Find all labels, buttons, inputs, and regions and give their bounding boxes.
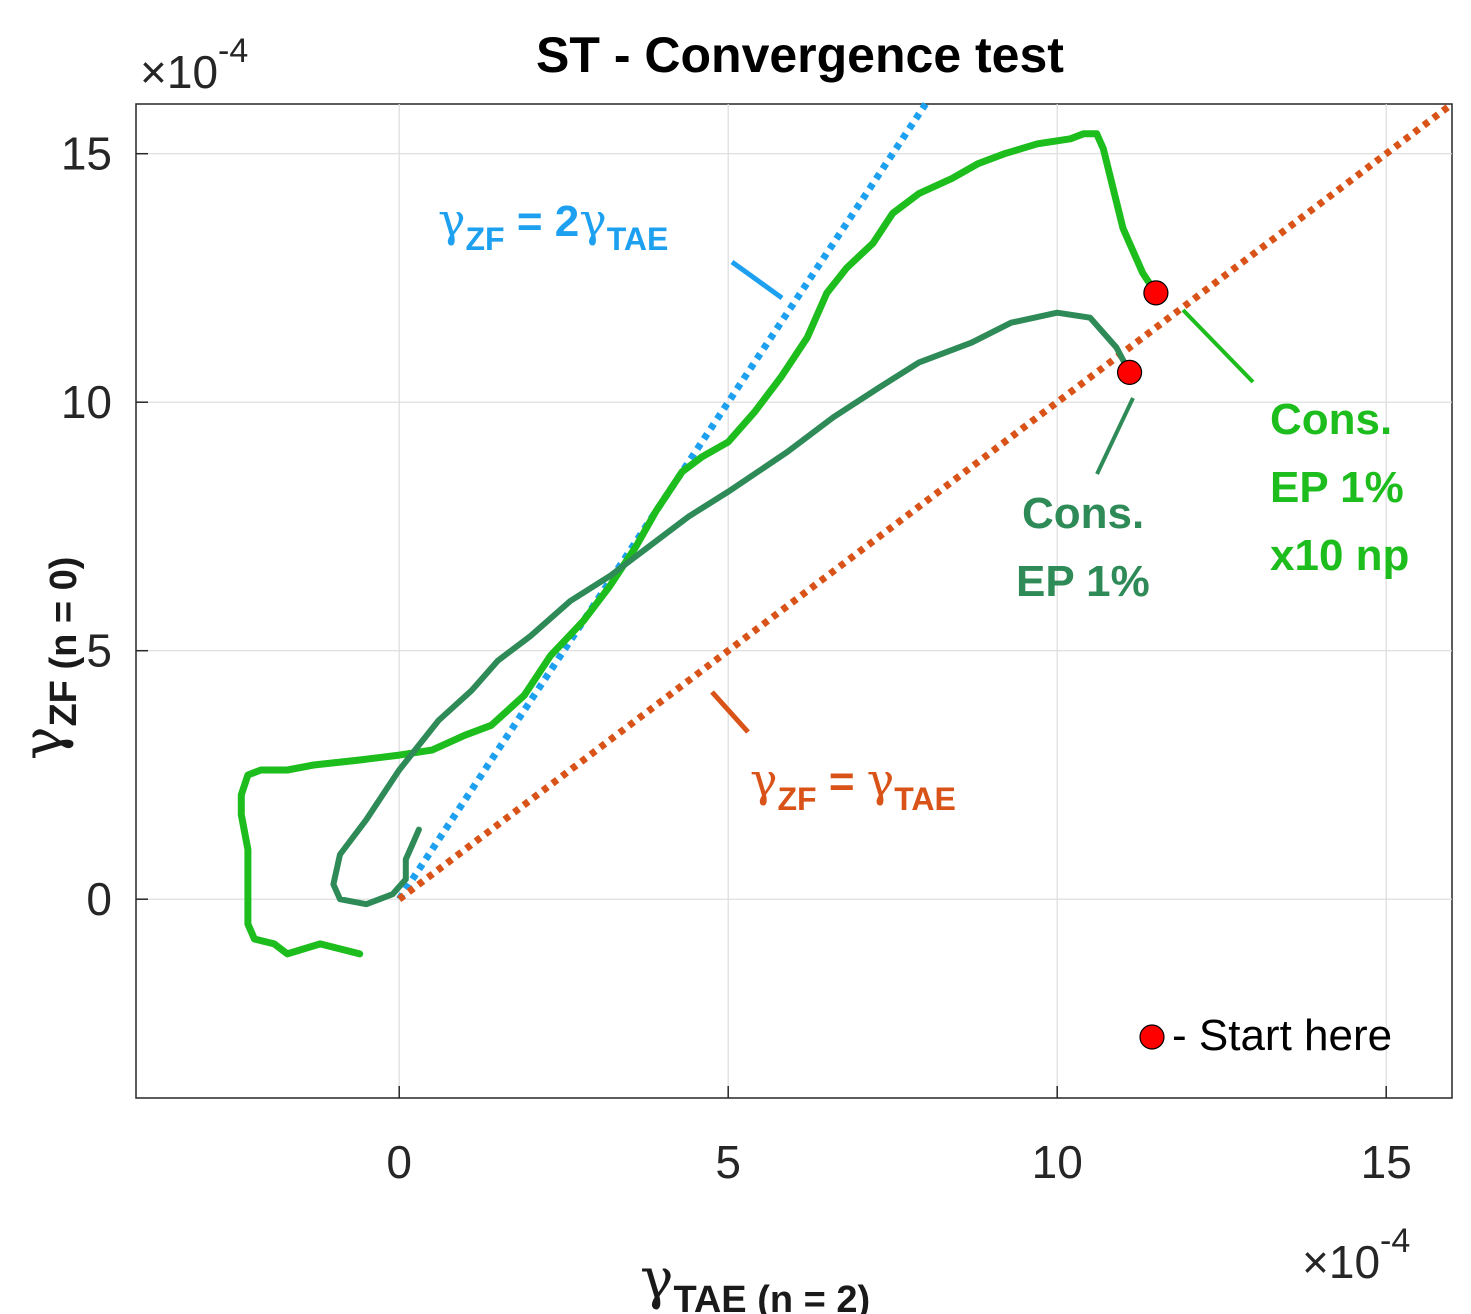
ref-1x-sym2: γ xyxy=(867,753,895,807)
reference-line-gamma-zf-equals-2-gamma-tae xyxy=(396,102,929,902)
ref-2x-sym2: γ xyxy=(579,193,607,247)
x-exponent-base: ×10 xyxy=(1302,1236,1380,1288)
start-markers xyxy=(1116,280,1169,385)
reference-lines xyxy=(396,101,1455,902)
ref-2x-sym1: γ xyxy=(438,193,466,247)
series-label-ep1-pointer xyxy=(1095,397,1135,475)
ref-line-label-1x: γZF = γTAE xyxy=(750,753,956,817)
series-line-ep1-x10np xyxy=(237,130,1160,958)
series-label-x10-line3: x10 np xyxy=(1270,531,1409,580)
start-marker-ep1 xyxy=(1116,359,1143,385)
ref-2x-sub1: ZF xyxy=(466,221,505,257)
x-tick-label: 10 xyxy=(1032,1136,1083,1188)
data-series xyxy=(237,130,1160,958)
series-label-x10-pointer xyxy=(1181,308,1255,384)
x-tick-label: 0 xyxy=(386,1136,412,1188)
x-exponent-label: ×10-4 xyxy=(1302,1222,1410,1288)
reference-line-gamma-zf-equals-gamma-tae xyxy=(397,101,1455,902)
ref-1x-sym1: γ xyxy=(750,753,778,807)
legend: - Start here xyxy=(1139,1011,1392,1060)
series-line-ep1 xyxy=(330,309,1133,908)
y-exponent-power: -4 xyxy=(218,32,248,70)
series-label-x10-line2: EP 1% xyxy=(1270,463,1404,512)
ref-line-label-2x-pointer xyxy=(730,259,784,301)
x-tick-label: 15 xyxy=(1361,1136,1412,1188)
y-exponent-base: ×10 xyxy=(140,46,218,98)
x-tick-label: 5 xyxy=(715,1136,741,1188)
ref-line-label-1x-pointer xyxy=(710,690,750,734)
y-tick-label: 15 xyxy=(61,128,112,180)
y-axis-label: γZF (n = 0) xyxy=(11,557,85,760)
chart-title: ST - Convergence test xyxy=(536,27,1064,83)
y-exponent-label: ×10-4 xyxy=(140,32,248,98)
legend-start-text: - Start here xyxy=(1172,1011,1392,1060)
tick-labels: 0 5 10 15 0 5 10 15 xyxy=(61,128,1412,1188)
y-axis-label-subscript: ZF (n = 0) xyxy=(43,557,85,727)
ref-1x-sub2: TAE xyxy=(894,781,956,817)
ref-1x-mid: = xyxy=(817,757,867,806)
series-label-x10-line1: Cons. xyxy=(1270,395,1392,444)
x-exponent-power: -4 xyxy=(1380,1222,1410,1260)
ref-2x-sub2: TAE xyxy=(607,221,669,257)
ref-line-label-2x: γZF = 2γTAE xyxy=(438,193,668,257)
y-axis-label-symbol: γ xyxy=(11,727,76,760)
y-tick-label: 0 xyxy=(86,873,112,925)
y-tick-label: 10 xyxy=(61,376,112,428)
x-axis-label-symbol: γ xyxy=(640,1247,673,1312)
series-label-ep1-line2: EP 1% xyxy=(1016,557,1150,606)
y-tick-label: 5 xyxy=(86,625,112,677)
legend-start-marker xyxy=(1139,1024,1165,1050)
ref-1x-sub1: ZF xyxy=(778,781,817,817)
series-label-ep1-line1: Cons. xyxy=(1022,489,1144,538)
grid xyxy=(136,104,1452,1098)
ref-2x-mid: = 2 xyxy=(505,197,580,246)
x-axis-label-subscript: TAE (n = 2) xyxy=(673,1279,870,1314)
x-axis-label: γTAE (n = 2) xyxy=(640,1247,870,1314)
start-marker-ep1-x10np xyxy=(1143,280,1169,306)
